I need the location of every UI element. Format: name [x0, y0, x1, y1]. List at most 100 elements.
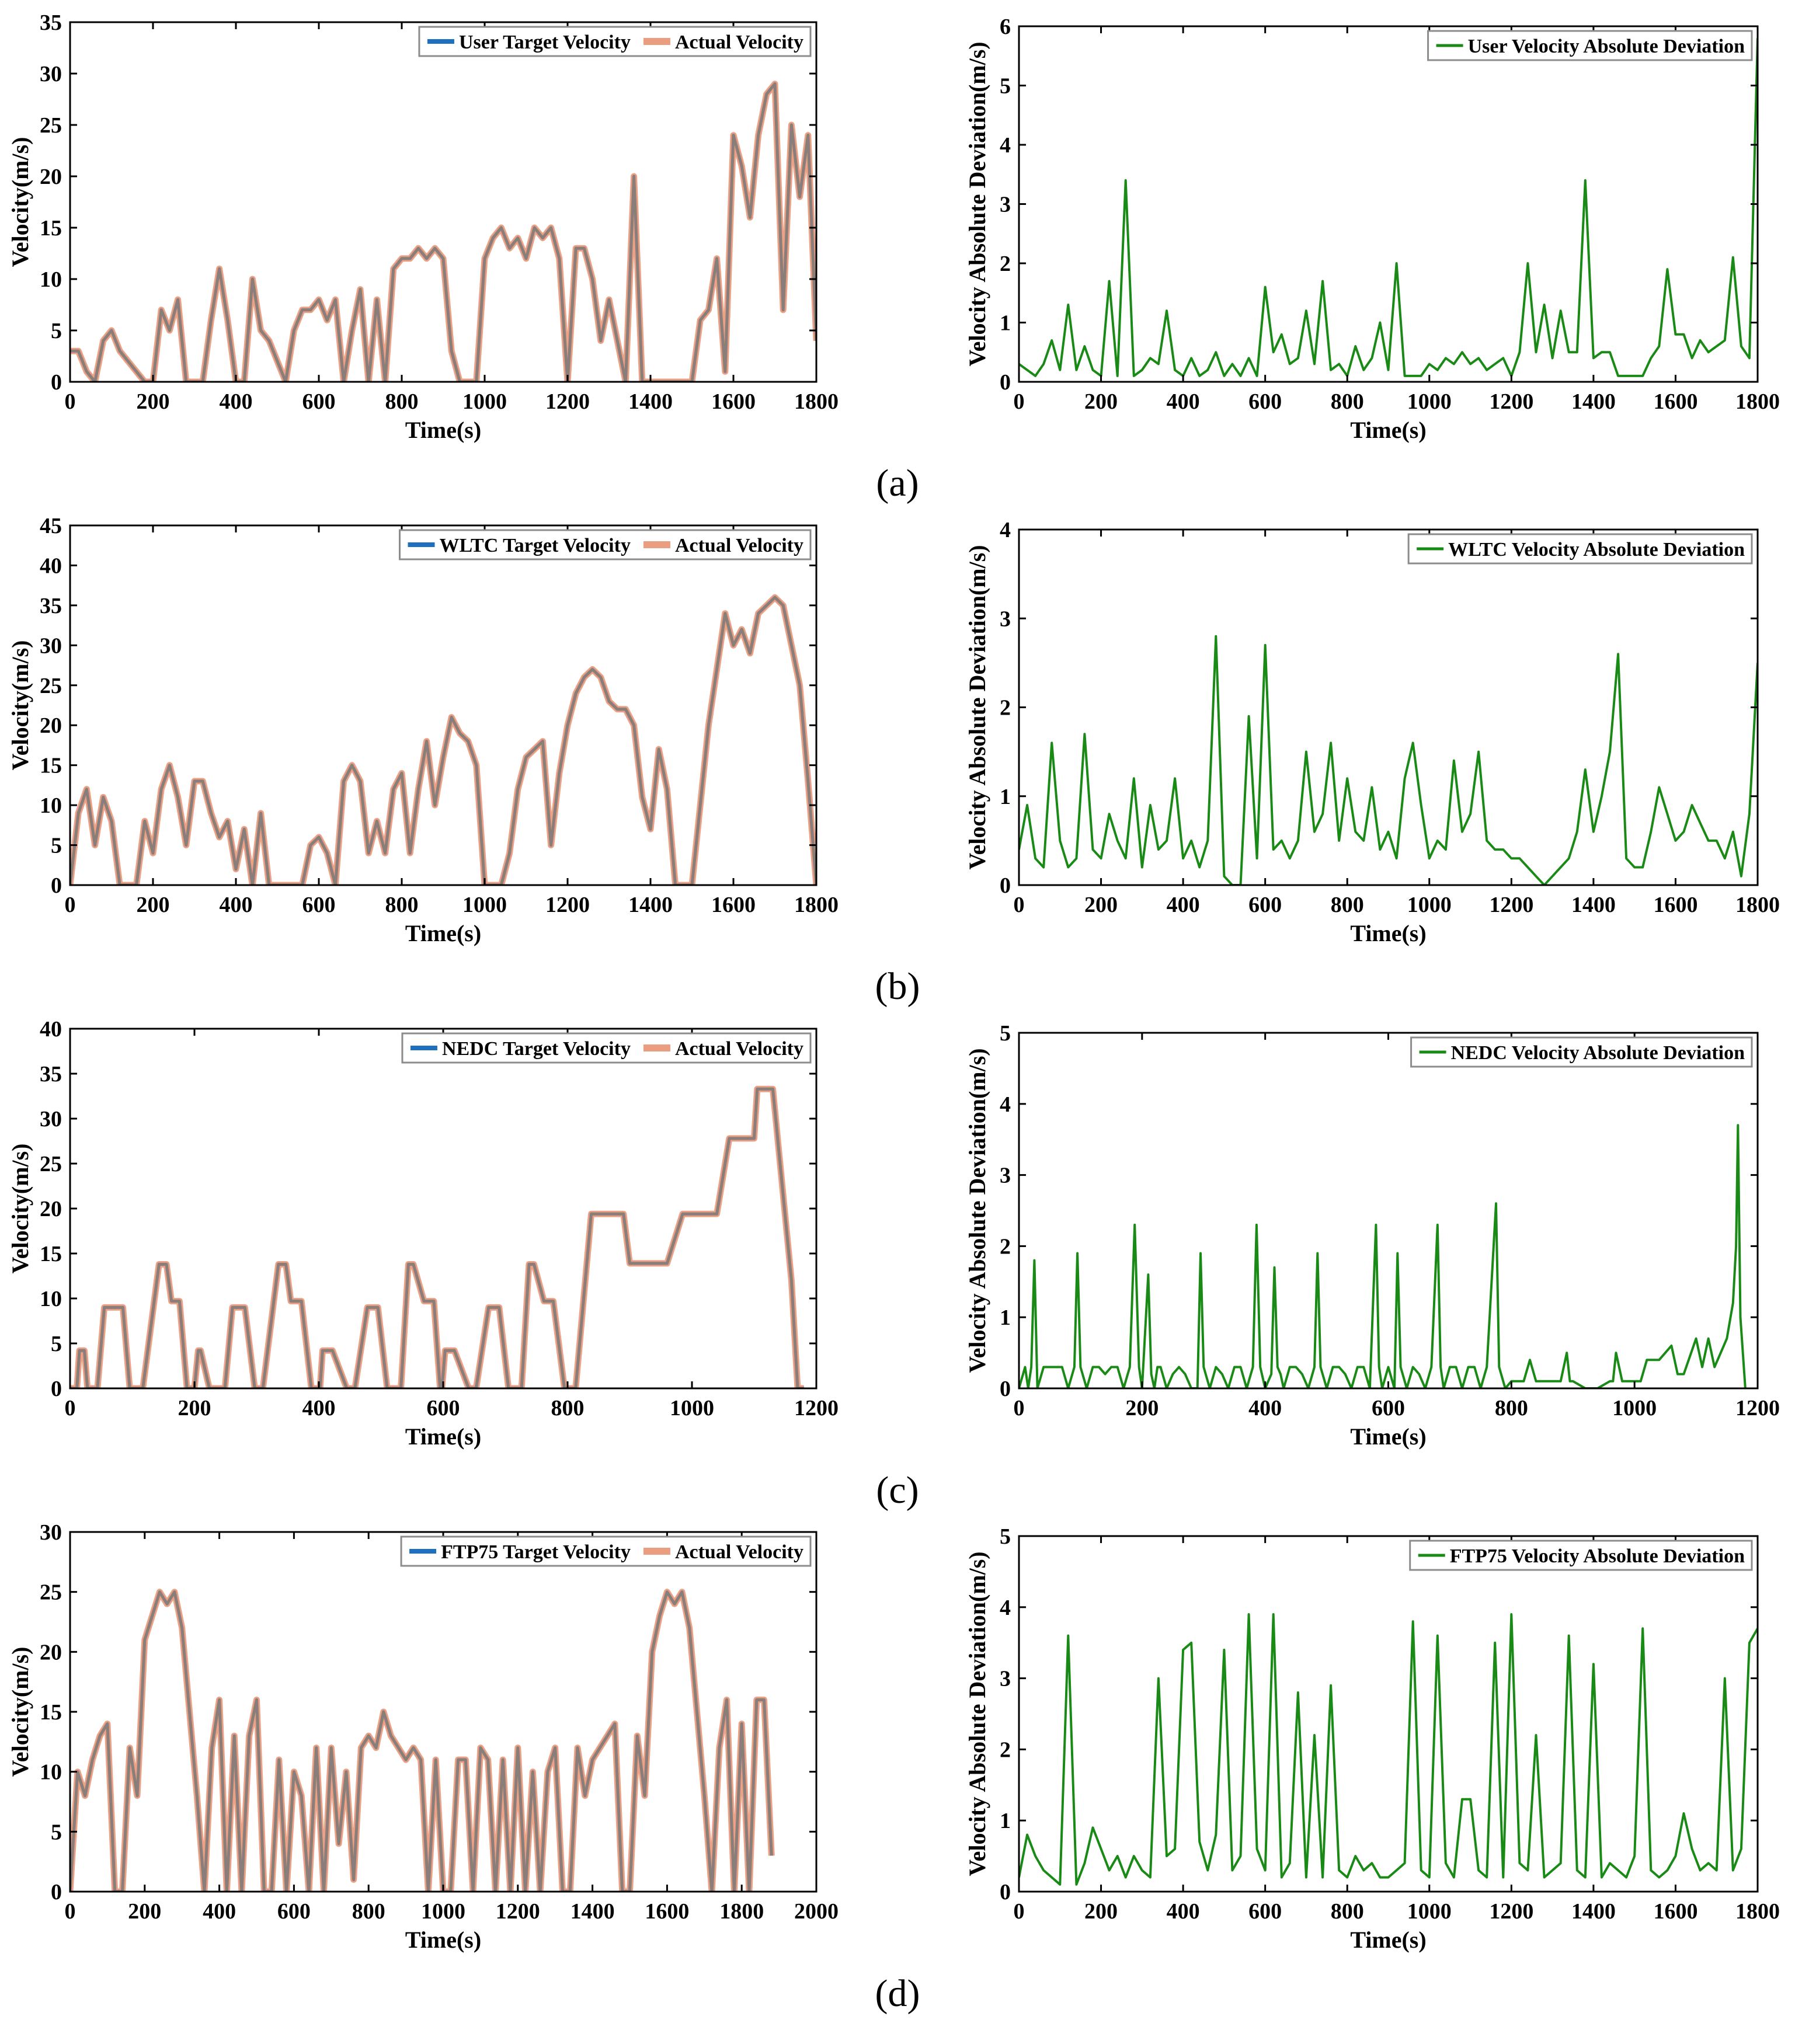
y-tick-label: 10 — [40, 267, 62, 292]
y-tick-label: 15 — [40, 1242, 62, 1266]
x-tick-label: 0 — [65, 1396, 76, 1420]
y-tick-label: 1 — [1000, 1305, 1011, 1330]
panel-label-a: (a) — [876, 462, 919, 504]
x-tick-label: 1000 — [670, 1396, 714, 1420]
legend: WLTC Target Velocity Actual Velocity — [399, 529, 812, 560]
x-tick-label: 800 — [385, 893, 419, 917]
x-tick-label: 1800 — [1735, 893, 1780, 917]
x-tick-label: 1400 — [628, 893, 673, 917]
x-tick-label: 1800 — [1735, 1899, 1780, 1924]
x-tick-label: 200 — [137, 389, 170, 414]
x-tick-label: 1200 — [545, 893, 590, 917]
plot-area — [1019, 26, 1758, 382]
x-tick-label: 200 — [128, 1899, 161, 1924]
legend-entry: NEDC Target Velocity — [442, 1038, 631, 1060]
y-tick-label: 5 — [1000, 1021, 1011, 1046]
y-tick-label: 35 — [40, 1062, 62, 1087]
y-axis-title: Velocity(m/s) — [7, 137, 33, 267]
y-tick-label: 4 — [1000, 1596, 1011, 1620]
x-tick-label: 1200 — [794, 1396, 839, 1420]
x-tick-label: 1600 — [1653, 389, 1697, 414]
y-tick-label: 0 — [51, 1880, 62, 1904]
legend-entry: Actual Velocity — [675, 32, 803, 53]
y-tick-label: 45 — [40, 514, 62, 538]
x-tick-label: 800 — [1331, 893, 1364, 917]
x-tick-label: 2000 — [794, 1899, 839, 1924]
x-tick-label: 600 — [302, 389, 336, 414]
x-tick-label: 1600 — [711, 389, 756, 414]
x-tick-label: 600 — [1248, 1899, 1282, 1924]
x-tick-label: 1800 — [719, 1899, 764, 1924]
x-tick-label: 1200 — [1489, 389, 1533, 414]
y-tick-label: 25 — [40, 113, 62, 138]
x-tick-label: 0 — [65, 389, 76, 414]
panel-label-b: (b) — [875, 965, 920, 1008]
x-tick-label: 200 — [178, 1396, 211, 1420]
y-tick-label: 5 — [1000, 1524, 1011, 1549]
chart-8: 0 200 400 600 800 1000 1200 1400 1600 1800 0 1 2 3 4 5 T… — [964, 1524, 1780, 1953]
legend-box — [1409, 1540, 1753, 1571]
x-tick-label: 1600 — [711, 893, 756, 917]
panel-label-d: (d) — [875, 1972, 920, 2015]
y-axis-title: Velocity Absolute Deviation(m/s) — [964, 1551, 990, 1876]
y-tick-label: 10 — [40, 793, 62, 818]
x-tick-label: 200 — [1084, 1899, 1118, 1924]
x-tick-label: 600 — [302, 893, 336, 917]
y-axis-title: Velocity Absolute Deviation(m/s) — [964, 41, 990, 366]
x-tick-label: 600 — [277, 1899, 311, 1924]
x-tick-label: 200 — [1084, 389, 1118, 414]
y-tick-label: 40 — [40, 1017, 62, 1042]
x-tick-label: 800 — [385, 389, 419, 414]
y-tick-label: 3 — [1000, 1164, 1011, 1188]
y-tick-label: 10 — [40, 1287, 62, 1311]
y-tick-label: 5 — [51, 319, 62, 343]
chart-6: 0 200 400 600 800 1000 1200 0 1 2 3 4 5 Time(s) Veloci… — [964, 1021, 1780, 1450]
x-tick-label: 400 — [1167, 893, 1200, 917]
y-tick-label: 35 — [40, 11, 62, 35]
x-tick-label: 800 — [551, 1396, 585, 1420]
legend: NEDC Velocity Absolute Deviation — [1410, 1036, 1753, 1068]
legend-entry: WLTC Velocity Absolute Deviation — [1448, 539, 1745, 560]
y-tick-label: 5 — [51, 1820, 62, 1844]
x-tick-label: 800 — [352, 1899, 385, 1924]
x-tick-label: 1800 — [794, 893, 839, 917]
plot-area — [70, 1532, 816, 1892]
x-tick-label: 0 — [65, 893, 76, 917]
legend-entry: User Target Velocity — [459, 32, 631, 53]
chart-3: 0 200 400 600 800 1000 1200 1400 1600 1800 0 5 10 15 2… — [7, 514, 839, 946]
panel-label-c: (c) — [876, 1469, 919, 1512]
y-tick-label: 3 — [1000, 607, 1011, 631]
axes-box — [69, 524, 818, 886]
legend-entry: FTP75 Velocity Absolute Deviation — [1450, 1545, 1745, 1567]
legend-entry: Actual Velocity — [675, 535, 803, 556]
x-axis-title: Time(s) — [1350, 920, 1426, 946]
y-tick-label: 0 — [1000, 370, 1011, 395]
y-tick-label: 2 — [1000, 1234, 1011, 1259]
y-tick-label: 0 — [1000, 1880, 1011, 1904]
y-tick-label: 20 — [40, 1640, 62, 1665]
series-group — [1019, 635, 1758, 885]
series-group — [70, 81, 816, 382]
y-axis-title: Velocity(m/s) — [7, 1647, 33, 1777]
x-tick-label: 400 — [1167, 389, 1200, 414]
y-tick-label: 40 — [40, 553, 62, 578]
x-tick-label: 400 — [220, 389, 253, 414]
axes-box — [69, 21, 818, 383]
x-tick-label: 1800 — [794, 389, 839, 414]
series-actual-overlap — [70, 82, 816, 382]
y-tick-label: 3 — [1000, 193, 1011, 217]
legend-entry: User Velocity Absolute Deviation — [1468, 36, 1745, 57]
x-tick-label: 600 — [1372, 1396, 1405, 1420]
legend-entry: NEDC Velocity Absolute Deviation — [1451, 1042, 1745, 1064]
legend-box — [401, 1032, 812, 1064]
x-tick-label: 0 — [65, 1899, 76, 1924]
legend: User Target Velocity Actual Velocity — [418, 26, 812, 57]
x-tick-label: 1000 — [1407, 1899, 1452, 1924]
series-group — [1019, 38, 1758, 377]
chart-4: 0 200 400 600 800 1000 1200 1400 1600 1800 0 1 2 3 4 Ti… — [964, 518, 1780, 946]
x-tick-label: 1200 — [1489, 893, 1533, 917]
x-tick-label: 400 — [1248, 1396, 1282, 1420]
series-group — [1019, 1613, 1758, 1886]
